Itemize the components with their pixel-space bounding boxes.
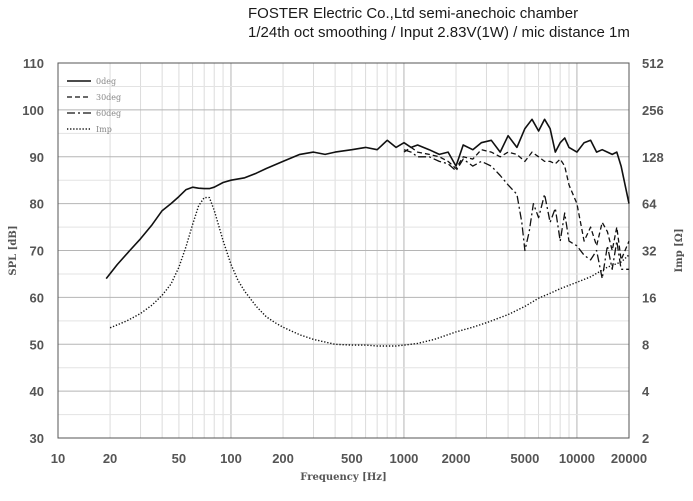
chart-title-line-2: 1/24th oct smoothing / Input 2.83V(1W) /… bbox=[248, 24, 630, 41]
x-tick-label: 500 bbox=[341, 451, 363, 466]
x-tick-label: 100 bbox=[220, 451, 242, 466]
legend-label: 60deg bbox=[96, 109, 121, 118]
y2-tick-label: 8 bbox=[642, 337, 649, 352]
y-tick-label: 100 bbox=[22, 103, 44, 118]
y2-tick-label: 64 bbox=[642, 197, 657, 212]
x-tick-label: 2000 bbox=[442, 451, 471, 466]
y2-tick-label: 32 bbox=[642, 244, 656, 259]
legend-label: 0deg bbox=[96, 77, 116, 86]
x-tick-label: 10000 bbox=[559, 451, 595, 466]
legend-label: Imp bbox=[96, 125, 112, 134]
legend-label: 30deg bbox=[96, 93, 121, 102]
series-30deg-line bbox=[403, 146, 630, 261]
y2-axis-label: Imp [Ω] bbox=[674, 228, 685, 272]
tick-labels: 10 20 50 100 200 500 1000 2000 5000 10000 20000 30 4… bbox=[22, 56, 663, 466]
x-tick-label: 5000 bbox=[510, 451, 539, 466]
y-axis-label: SPL [dB] bbox=[8, 225, 19, 275]
x-tick-label: 10 bbox=[51, 451, 65, 466]
y2-tick-label: 128 bbox=[642, 150, 664, 165]
x-tick-label: 20000 bbox=[611, 451, 647, 466]
y-tick-label: 110 bbox=[23, 56, 44, 71]
plot-frame bbox=[57, 62, 630, 439]
y-tick-label: 30 bbox=[30, 431, 44, 446]
y2-tick-label: 2 bbox=[642, 431, 649, 446]
series-imp-line bbox=[109, 196, 630, 347]
y2-tick-label: 512 bbox=[642, 56, 664, 71]
grid bbox=[58, 62, 629, 439]
x-tick-label: 50 bbox=[172, 451, 186, 466]
legend: 0deg 30deg 60deg Imp bbox=[67, 77, 121, 134]
x-tick-label: 1000 bbox=[389, 451, 418, 466]
series-60deg-line bbox=[403, 149, 629, 280]
y-tick-label: 60 bbox=[30, 290, 44, 305]
y2-tick-label: 256 bbox=[642, 103, 664, 118]
y2-tick-label: 16 bbox=[642, 290, 656, 305]
x-axis-label: Frequency [Hz] bbox=[300, 472, 386, 483]
chart-title-line-1: FOSTER Electric Co.,Ltd semi-anechoic ch… bbox=[248, 5, 579, 22]
x-tick-label: 20 bbox=[103, 451, 117, 466]
y-tick-label: 50 bbox=[30, 337, 44, 352]
x-tick-label: 200 bbox=[272, 451, 294, 466]
series-0deg-line bbox=[105, 118, 630, 280]
y-tick-label: 80 bbox=[30, 197, 44, 212]
y-tick-label: 40 bbox=[30, 384, 44, 399]
y2-tick-label: 4 bbox=[642, 384, 650, 399]
y-tick-label: 70 bbox=[30, 244, 44, 259]
series-layer bbox=[105, 118, 630, 347]
y-tick-label: 90 bbox=[30, 150, 44, 165]
